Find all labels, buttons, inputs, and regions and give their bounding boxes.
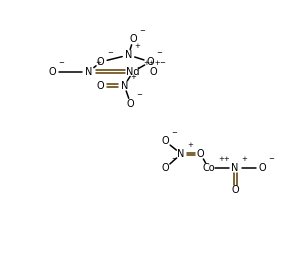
Text: O: O bbox=[48, 67, 56, 76]
Text: O: O bbox=[146, 57, 154, 67]
Text: O: O bbox=[161, 136, 169, 146]
Text: O: O bbox=[127, 99, 135, 109]
Text: Nd: Nd bbox=[126, 67, 140, 76]
Text: −: − bbox=[139, 28, 145, 34]
Text: N: N bbox=[125, 50, 132, 60]
Text: −: − bbox=[159, 60, 165, 66]
Text: O: O bbox=[97, 81, 105, 91]
Text: O: O bbox=[150, 67, 157, 76]
Text: Co: Co bbox=[202, 163, 215, 173]
Text: N: N bbox=[231, 163, 239, 173]
Text: O: O bbox=[231, 185, 239, 195]
Text: −: − bbox=[58, 60, 64, 66]
Text: O: O bbox=[161, 163, 169, 173]
Text: O: O bbox=[129, 34, 137, 44]
Text: +: + bbox=[187, 142, 193, 148]
Text: −: − bbox=[107, 50, 113, 56]
Text: −: − bbox=[137, 92, 143, 98]
Text: +: + bbox=[135, 43, 141, 49]
Text: +: + bbox=[130, 74, 136, 80]
Text: −: − bbox=[171, 156, 177, 162]
Text: −: − bbox=[171, 130, 177, 136]
Text: +: + bbox=[241, 156, 247, 162]
Text: N: N bbox=[85, 67, 93, 76]
Text: N: N bbox=[178, 149, 185, 159]
Text: ++: ++ bbox=[219, 156, 231, 162]
Text: O: O bbox=[97, 57, 105, 67]
Text: O: O bbox=[197, 149, 205, 159]
Text: N: N bbox=[121, 81, 128, 91]
Text: −: − bbox=[156, 50, 162, 56]
Text: +: + bbox=[95, 60, 101, 66]
Text: −: − bbox=[268, 156, 274, 162]
Text: +++: +++ bbox=[144, 60, 161, 66]
Text: O: O bbox=[258, 163, 266, 173]
